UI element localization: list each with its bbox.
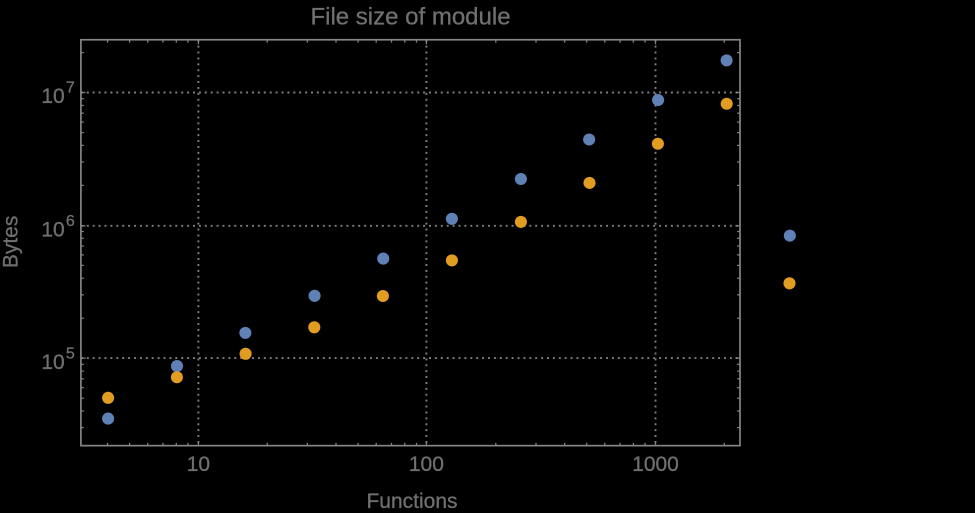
- svg-text:1000: 1000: [632, 453, 679, 476]
- svg-text:Functions: Functions: [366, 490, 457, 513]
- svg-text:10: 10: [187, 453, 210, 476]
- svg-text:Bytes: Bytes: [0, 216, 23, 269]
- svg-text:File size of module: File size of module: [310, 3, 510, 30]
- svg-text:100: 100: [409, 453, 444, 476]
